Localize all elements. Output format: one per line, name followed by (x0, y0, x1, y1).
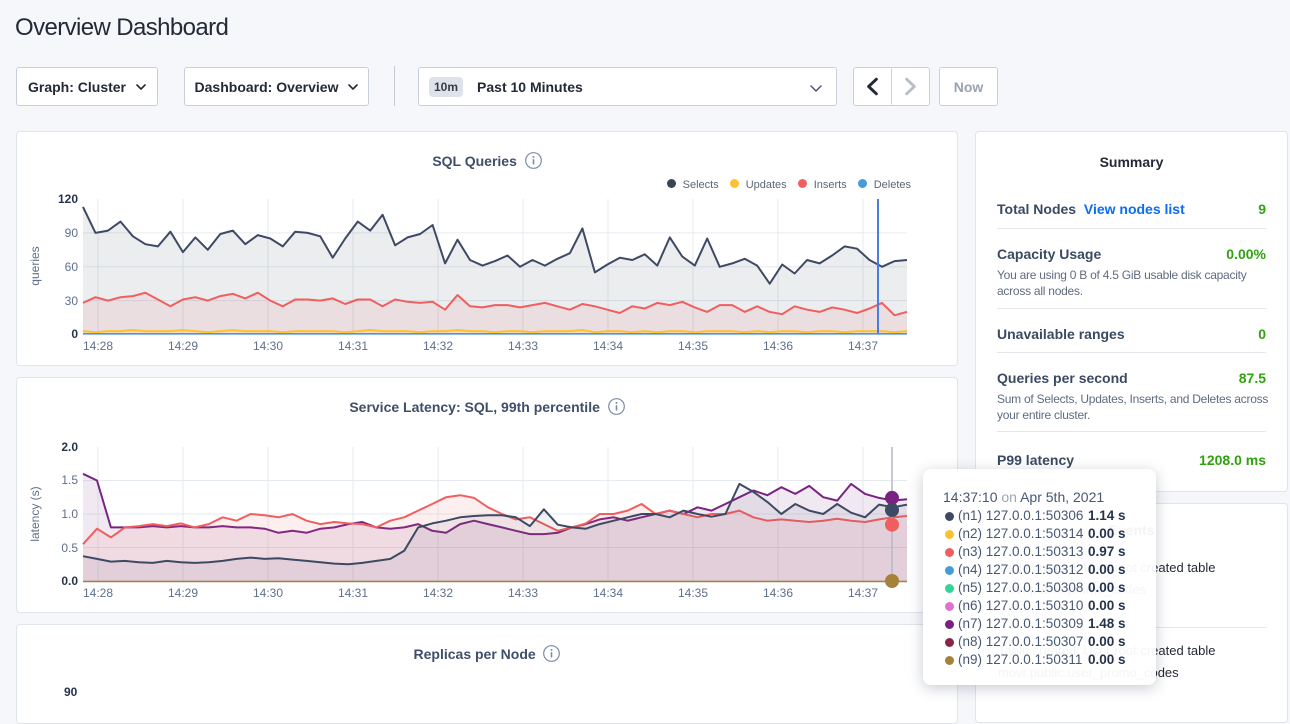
svg-text:14:35: 14:35 (678, 339, 708, 353)
svg-text:90: 90 (65, 226, 79, 240)
svg-text:14:36: 14:36 (763, 339, 793, 353)
svg-text:14:34: 14:34 (593, 339, 623, 353)
svg-text:14:30: 14:30 (253, 586, 283, 600)
svg-text:queries: queries (28, 246, 42, 285)
svg-text:14:28: 14:28 (83, 586, 113, 600)
svg-text:14:36: 14:36 (763, 586, 793, 600)
svg-text:14:32: 14:32 (423, 339, 453, 353)
svg-text:14:37: 14:37 (848, 339, 878, 353)
svg-text:14:35: 14:35 (678, 586, 708, 600)
svg-text:0: 0 (71, 327, 78, 341)
svg-text:1.0: 1.0 (61, 507, 78, 521)
svg-text:14:29: 14:29 (168, 339, 198, 353)
svg-text:14:34: 14:34 (593, 586, 623, 600)
svg-text:120: 120 (58, 192, 78, 206)
svg-text:60: 60 (65, 260, 79, 274)
svg-text:14:28: 14:28 (83, 339, 113, 353)
svg-text:1.5: 1.5 (61, 473, 78, 487)
svg-text:14:31: 14:31 (338, 339, 368, 353)
svg-text:14:37: 14:37 (848, 586, 878, 600)
svg-text:0.5: 0.5 (61, 541, 78, 555)
svg-text:14:30: 14:30 (253, 339, 283, 353)
svg-text:14:29: 14:29 (168, 586, 198, 600)
svg-text:2.0: 2.0 (61, 440, 78, 454)
svg-text:0.0: 0.0 (61, 574, 78, 588)
svg-text:14:33: 14:33 (508, 586, 538, 600)
svg-text:14:32: 14:32 (423, 586, 453, 600)
svg-text:14:33: 14:33 (508, 339, 538, 353)
svg-text:latency (s): latency (s) (28, 486, 42, 541)
svg-text:30: 30 (65, 294, 79, 308)
svg-text:14:31: 14:31 (338, 586, 368, 600)
